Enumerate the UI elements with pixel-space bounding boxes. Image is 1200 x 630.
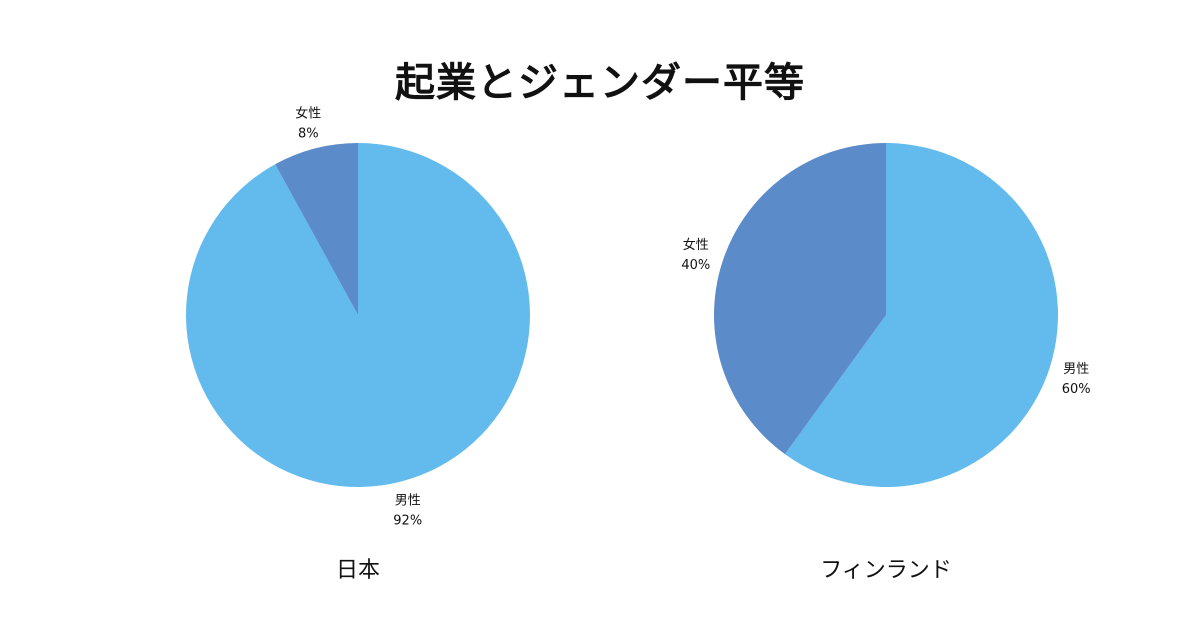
pie-slice-finland-female	[714, 143, 886, 455]
slice-value-japan-male: 92%	[393, 514, 422, 529]
pie-slice-japan-male	[186, 143, 530, 488]
slice-label-japan-female: 女性	[295, 105, 321, 121]
chart-title: 起業とジェンダー平等	[395, 60, 805, 106]
slice-value-finland-male: 60%	[1062, 382, 1091, 397]
slice-value-japan-female: 8%	[298, 126, 319, 141]
slice-value-finland-female: 40%	[681, 258, 710, 273]
pie-caption-japan: 日本	[335, 558, 380, 583]
pie-caption-finland: フィンランド	[820, 558, 952, 583]
pie-chart-japan: 男性 92% 女性 8%	[186, 105, 530, 529]
slice-label-finland-male: 男性	[1063, 362, 1089, 377]
pie-slice-japan-female	[275, 143, 358, 315]
pie-slice-finland-male	[784, 143, 1058, 487]
slice-label-japan-male: 男性	[395, 494, 421, 509]
pie-chart-finland: 男性 60% 女性 40%	[681, 143, 1091, 487]
slice-label-finland-female: 女性	[683, 237, 709, 253]
